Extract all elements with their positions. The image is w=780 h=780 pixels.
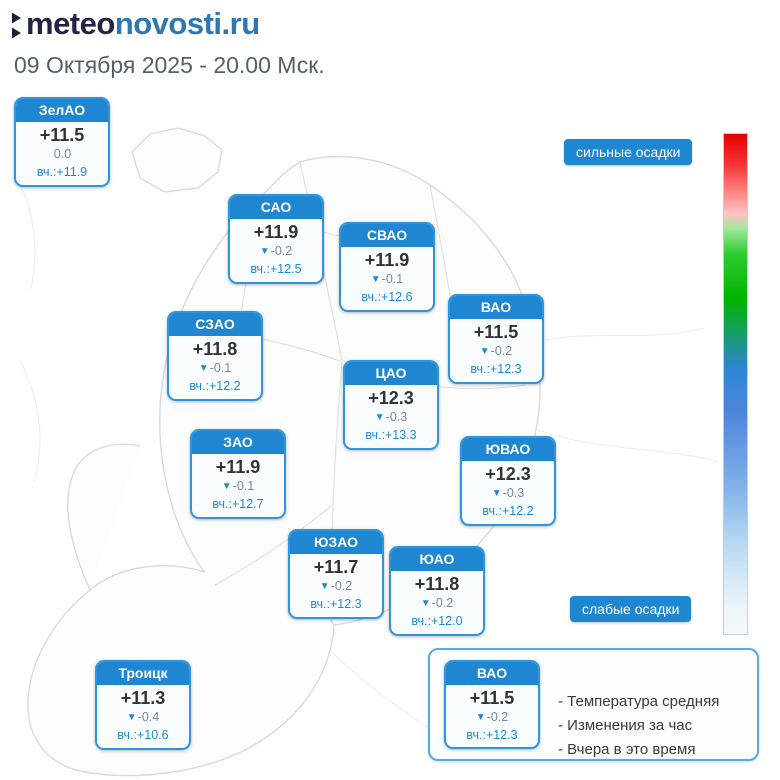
site-logo[interactable]: meteonovosti.ru [12, 8, 260, 39]
district-change: ▼-0.2 [446, 709, 538, 726]
district-yesterday: вч.:+12.6 [361, 290, 413, 304]
legend-line-change: - Изменения за час [558, 717, 693, 734]
district-change: 0.0 [16, 146, 108, 163]
down-arrow-icon: ▼ [479, 346, 490, 357]
district-card-svao[interactable]: СВАО +11.9 ▼-0.1 вч.:+12.6 [339, 222, 435, 312]
logo-text-novosti: novosti.ru [114, 6, 260, 41]
district-name: САО [230, 196, 322, 219]
district-change-value: 0.0 [53, 147, 72, 161]
down-arrow-icon: ▼ [319, 581, 330, 592]
down-arrow-icon: ▼ [374, 412, 385, 423]
legend-line-temp: - Температура средняя [558, 693, 720, 710]
district-change: ▼-0.2 [450, 343, 542, 360]
district-name: ЮАО [391, 548, 483, 571]
district-change-value: -0.1 [381, 272, 404, 286]
district-card-yuvao[interactable]: ЮВАО +12.3 ▼-0.3 вч.:+12.2 [460, 436, 556, 526]
district-card-zao[interactable]: ЗАО +11.9 ▼-0.1 вч.:+12.7 [190, 429, 286, 519]
logo-text: meteonovosti.ru [26, 8, 260, 39]
district-temp: +11.3 [120, 688, 166, 708]
district-temp: +11.9 [215, 457, 261, 477]
district-change-value: -0.4 [137, 710, 160, 724]
district-card-troitsk[interactable]: Троицк +11.3 ▼-0.4 вч.:+10.6 [95, 660, 191, 750]
down-arrow-icon: ▼ [126, 712, 137, 723]
down-arrow-icon: ▼ [221, 481, 232, 492]
district-card-zelao[interactable]: ЗелАО +11.5 0.0 вч.:+11.9 [14, 97, 110, 187]
down-arrow-icon: ▼ [491, 488, 502, 499]
district-card-szao[interactable]: СЗАО +11.8 ▼-0.1 вч.:+12.2 [167, 311, 263, 401]
district-change-value: -0.2 [330, 579, 353, 593]
district-name: ВАО [446, 662, 538, 685]
district-yesterday: вч.:+12.3 [466, 728, 518, 742]
district-yesterday: вч.:+11.9 [36, 165, 88, 179]
district-temp: +11.7 [313, 557, 359, 577]
district-yesterday: вч.:+12.7 [212, 497, 264, 511]
district-yesterday: вч.:+12.3 [470, 362, 522, 376]
district-name: ВАО [450, 296, 542, 319]
district-temp: +11.5 [473, 322, 519, 342]
district-change: ▼-0.1 [169, 360, 261, 377]
district-yesterday: вч.:+10.6 [117, 728, 169, 742]
district-change: ▼-0.3 [462, 485, 554, 502]
district-temp: +11.9 [364, 250, 410, 270]
district-change-value: -0.2 [486, 710, 509, 724]
district-name: СЗАО [169, 313, 261, 336]
district-card-cao[interactable]: ЦАО +12.3 ▼-0.3 вч.:+13.3 [343, 360, 439, 450]
district-temp: +11.5 [39, 125, 85, 145]
district-name: СВАО [341, 224, 433, 247]
district-name: ЦАО [345, 362, 437, 385]
district-card-yuzao[interactable]: ЮЗАО +11.7 ▼-0.2 вч.:+12.3 [288, 529, 384, 619]
district-change-value: -0.2 [431, 596, 454, 610]
district-change: ▼-0.3 [345, 409, 437, 426]
weak-precipitation-label: слабые осадки [570, 596, 692, 622]
district-change-value: -0.1 [209, 361, 232, 375]
district-yesterday: вч.:+13.3 [365, 428, 417, 442]
district-change: ▼-0.1 [192, 478, 284, 495]
district-change: ▼-0.2 [230, 243, 322, 260]
down-arrow-icon: ▼ [370, 274, 381, 285]
district-card-yuao[interactable]: ЮАО +11.8 ▼-0.2 вч.:+12.0 [389, 546, 485, 636]
district-yesterday: вч.:+12.0 [411, 614, 463, 628]
district-temp: +11.9 [253, 222, 299, 242]
district-change: ▼-0.2 [391, 595, 483, 612]
district-temp: +12.3 [485, 464, 531, 484]
legend-line-yesterday: - Вчера в это время [558, 741, 696, 758]
district-change-value: -0.2 [490, 344, 513, 358]
precipitation-intensity-scale [723, 133, 748, 635]
strong-precipitation-label: сильные осадки [564, 139, 693, 165]
legend-box: ВАО +11.5 ▼-0.2 вч.:+12.3 - Температура … [428, 648, 759, 761]
district-card-vao[interactable]: ВАО +11.5 ▼-0.2 вч.:+12.3 [448, 294, 544, 384]
district-temp: +11.8 [192, 339, 238, 359]
district-card-sao[interactable]: САО +11.9 ▼-0.2 вч.:+12.5 [228, 194, 324, 284]
district-yesterday: вч.:+12.2 [482, 504, 534, 518]
down-arrow-icon: ▼ [475, 712, 486, 723]
district-change: ▼-0.4 [97, 709, 189, 726]
legend-explanations: - Температура средняя - Изменения за час… [558, 690, 720, 758]
legend-sample-card: ВАО +11.5 ▼-0.2 вч.:+12.3 [444, 660, 540, 749]
district-temp: +12.3 [368, 388, 414, 408]
district-yesterday: вч.:+12.5 [250, 262, 302, 276]
date-time-label: 09 Октября 2025 - 20.00 Мск. [14, 52, 325, 78]
district-name: Троицк [97, 662, 189, 685]
logo-icon [12, 12, 21, 39]
district-change: ▼-0.1 [341, 271, 433, 288]
district-temp: +11.8 [414, 574, 460, 594]
district-name: ЗелАО [16, 99, 108, 122]
district-change: ▼-0.2 [290, 578, 382, 595]
district-change-value: -0.3 [385, 410, 408, 424]
district-yesterday: вч.:+12.3 [310, 597, 362, 611]
district-name: ЮВАО [462, 438, 554, 461]
logo-text-meteo: meteo [26, 6, 115, 41]
down-arrow-icon: ▼ [259, 246, 270, 257]
district-name: ЗАО [192, 431, 284, 454]
down-arrow-icon: ▼ [420, 598, 431, 609]
district-change-value: -0.1 [232, 479, 255, 493]
district-temp: +11.5 [469, 688, 515, 708]
district-yesterday: вч.:+12.2 [189, 379, 241, 393]
down-arrow-icon: ▼ [198, 363, 209, 374]
district-name: ЮЗАО [290, 531, 382, 554]
district-change-value: -0.3 [502, 486, 525, 500]
district-change-value: -0.2 [270, 244, 293, 258]
